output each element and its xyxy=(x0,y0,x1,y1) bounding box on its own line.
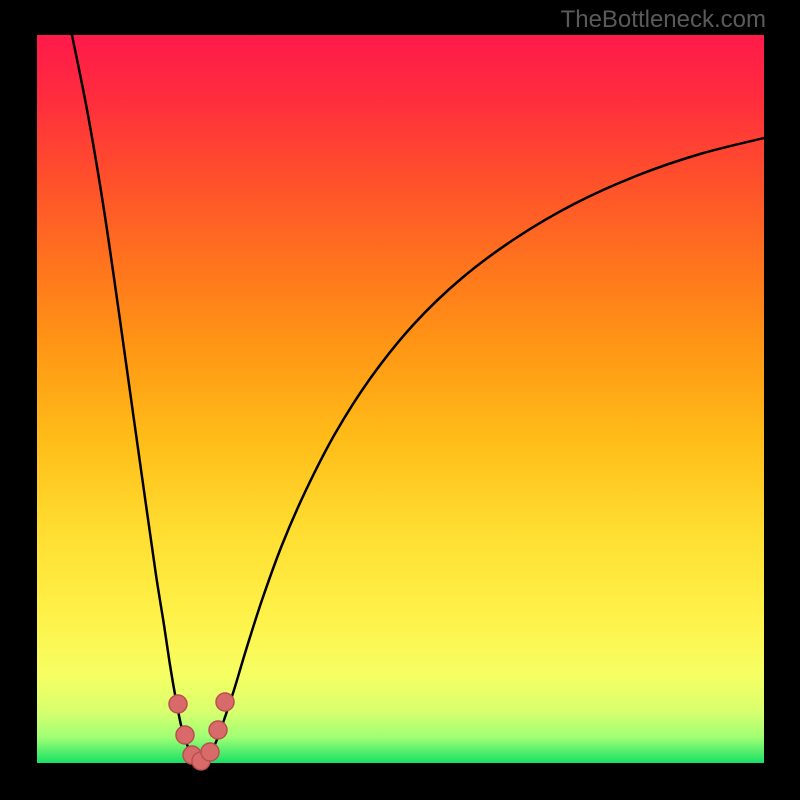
watermark-text: TheBottleneck.com xyxy=(561,6,766,34)
chart-svg xyxy=(0,0,800,800)
dip-marker xyxy=(201,743,219,761)
dip-marker xyxy=(169,695,187,713)
gradient-background xyxy=(37,35,764,763)
dip-marker xyxy=(176,726,194,744)
dip-marker xyxy=(209,721,227,739)
dip-marker xyxy=(216,693,234,711)
